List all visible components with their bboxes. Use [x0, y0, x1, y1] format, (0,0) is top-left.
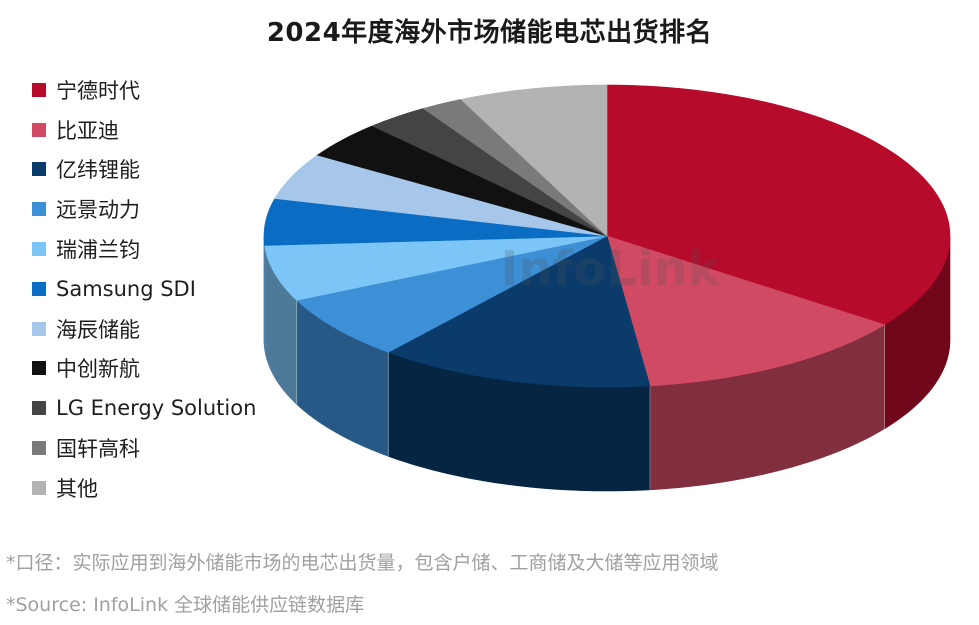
legend-item: 中创新航 [32, 349, 256, 389]
legend-label: 海辰储能 [56, 317, 140, 342]
legend-item: 海辰储能 [32, 309, 256, 349]
legend-swatch [32, 441, 46, 456]
legend-swatch [32, 122, 46, 137]
legend-label: LG Energy Solution [56, 396, 257, 421]
pie-slice [274, 154, 608, 237]
legend-item: 宁德时代 [32, 70, 256, 110]
pie-slice [606, 84, 951, 326]
pie-slice [263, 198, 608, 246]
legend-label: 远景动力 [56, 198, 140, 223]
legend-label: 中创新航 [56, 357, 140, 382]
legend-swatch [32, 242, 46, 257]
pie-slice [460, 84, 608, 237]
legend-swatch [32, 480, 46, 495]
legend-swatch [32, 401, 46, 416]
legend-item: 其他 [32, 468, 256, 508]
legend-swatch [32, 202, 46, 217]
legend-item: 亿纬锂能 [32, 150, 256, 190]
legend-item: LG Energy Solution [32, 388, 256, 428]
legend-item: 国轩高科 [32, 428, 256, 468]
pie-slice [422, 99, 608, 237]
pie-side-walls [263, 235, 951, 492]
legend-label: 比亚迪 [56, 118, 119, 143]
footnote-source: *Source: InfoLink 全球储能供应链数据库 [6, 594, 365, 616]
legend-label: 宁德时代 [56, 78, 140, 103]
pie-slice [264, 235, 608, 301]
legend-item: Samsung SDI [32, 269, 256, 309]
legend-item: 远景动力 [32, 189, 256, 229]
legend-swatch [32, 361, 46, 376]
pie-top [263, 84, 951, 388]
pie-slice [371, 108, 608, 237]
legend-swatch [32, 321, 46, 336]
pie-slice [316, 125, 608, 237]
chart-title: 2024年度海外市场储能电芯出货排名 [266, 18, 713, 48]
legend: 宁德时代比亚迪亿纬锂能远景动力瑞浦兰钧 Samsung SDI 海辰储能中创新航 LG… [32, 70, 256, 508]
legend-swatch [32, 281, 46, 296]
legend-item: 比亚迪 [32, 110, 256, 150]
watermark: InfoLink [500, 241, 720, 297]
legend-swatch [32, 82, 46, 97]
legend-item: 瑞浦兰钧 [32, 229, 256, 269]
pie-slice [606, 235, 886, 387]
legend-label: 国轩高科 [56, 437, 140, 462]
footnote-scope: *口径：实际应用到海外储能市场的电芯出货量，包含户储、工商储及大储等应用领域 [6, 552, 719, 574]
legend-swatch [32, 162, 46, 177]
pie-slice [296, 235, 608, 353]
legend-label: Samsung SDI [56, 276, 196, 301]
pie-slice [387, 235, 651, 388]
legend-label: 瑞浦兰钧 [56, 238, 140, 263]
legend-label: 亿纬锂能 [56, 158, 140, 183]
legend-label: 其他 [56, 476, 98, 501]
